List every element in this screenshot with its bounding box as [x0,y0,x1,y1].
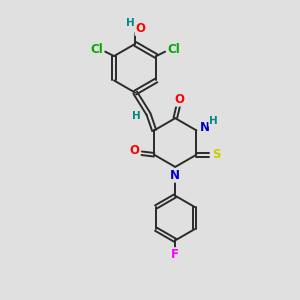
Text: F: F [171,248,179,261]
Text: O: O [129,144,139,157]
Text: H: H [132,111,140,122]
Text: Cl: Cl [90,43,103,56]
Text: O: O [175,93,185,106]
Text: S: S [212,148,220,161]
Text: Cl: Cl [167,43,180,56]
Text: N: N [170,169,180,182]
Text: H: H [209,116,218,126]
Text: N: N [200,121,210,134]
Text: H: H [126,18,135,28]
Text: O: O [136,22,146,35]
